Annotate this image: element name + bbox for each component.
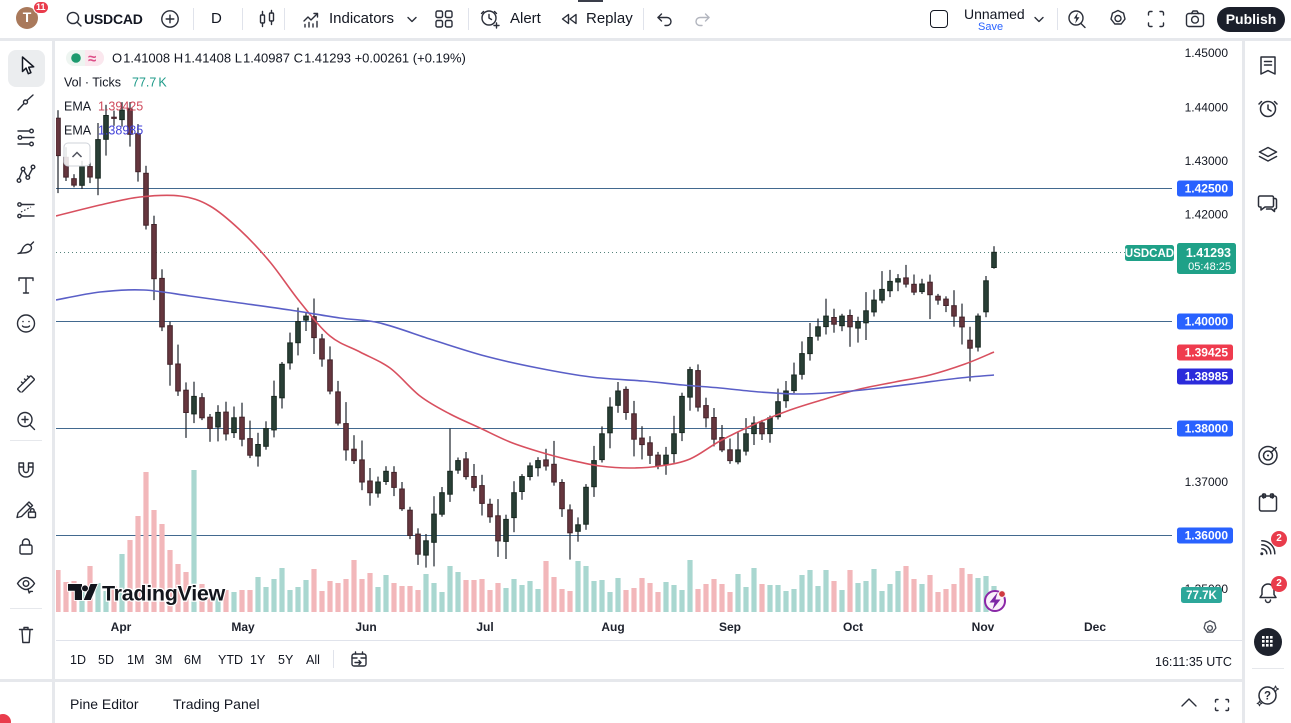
svg-text:Sep: Sep [719, 620, 741, 634]
svg-text:?: ? [1264, 691, 1271, 703]
svg-text:1.38985: 1.38985 [1185, 370, 1229, 384]
svg-text:Vol · Ticks: Vol · Ticks [64, 76, 121, 90]
svg-text:1.44000: 1.44000 [1185, 101, 1229, 115]
svg-text:O1.41008 H1.41408 L1.40987: O1.41008 H1.41408 L1.40987 C1.41293 +0.0… [112, 51, 466, 66]
svg-text:Jun: Jun [355, 620, 376, 634]
svg-text:1.36000: 1.36000 [1185, 529, 1229, 543]
svg-text:Jul: Jul [476, 620, 493, 634]
svg-text:1.39425: 1.39425 [1185, 346, 1229, 360]
svg-text:1.41293: 1.41293 [1186, 246, 1231, 260]
svg-text:1.42000: 1.42000 [1185, 208, 1229, 222]
svg-text:Aug: Aug [601, 620, 624, 634]
svg-text:1.38985: 1.38985 [98, 124, 143, 138]
svg-text:Nov: Nov [972, 620, 995, 634]
svg-text:77.7K: 77.7K [1186, 590, 1217, 602]
svg-text:1.37000: 1.37000 [1185, 475, 1229, 489]
svg-text:Apr: Apr [111, 620, 132, 634]
svg-text:1.45000: 1.45000 [1185, 46, 1229, 60]
svg-text:05:48:25: 05:48:25 [1188, 261, 1231, 273]
svg-text:1.42500: 1.42500 [1185, 182, 1229, 196]
svg-text:1.43000: 1.43000 [1185, 154, 1229, 168]
svg-text:77.7K: 77.7K [132, 76, 167, 90]
svg-text:≈: ≈ [88, 51, 96, 68]
svg-text:EMA: EMA [64, 100, 92, 114]
svg-text:TradingView: TradingView [102, 582, 226, 606]
svg-text:1.40000: 1.40000 [1185, 315, 1229, 329]
svg-text:1.38000: 1.38000 [1185, 422, 1229, 436]
svg-text:May: May [231, 620, 255, 634]
svg-text:1.39425: 1.39425 [98, 100, 143, 114]
svg-text:Dec: Dec [1084, 620, 1106, 634]
svg-text:EMA: EMA [64, 124, 92, 138]
svg-text:Oct: Oct [843, 620, 863, 634]
svg-text:USDCAD: USDCAD [1125, 248, 1174, 260]
